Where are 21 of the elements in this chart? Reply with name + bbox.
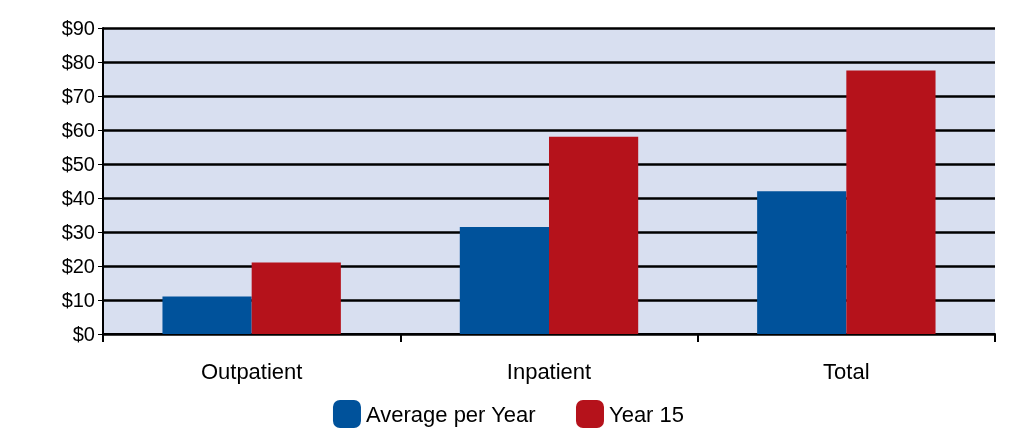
y-tick-label: $0 <box>72 323 95 345</box>
y-tick-label: $70 <box>61 85 95 107</box>
y-tick-label: $50 <box>61 153 95 175</box>
x-tick-label: Inpatient <box>506 358 592 384</box>
legend-label: Average per Year <box>365 401 536 427</box>
legend-label: Year 15 <box>608 401 685 427</box>
y-tick-label: $20 <box>61 255 95 277</box>
y-tick-label: $40 <box>61 187 95 209</box>
y-tick-label: $30 <box>61 221 95 243</box>
bar <box>459 226 549 334</box>
y-tick-label: $60 <box>61 119 95 141</box>
bar <box>162 296 252 334</box>
x-tick-label: Outpatient <box>200 358 303 384</box>
x-tick-label: Total <box>823 358 870 384</box>
bar <box>549 136 639 334</box>
bar <box>846 70 936 334</box>
y-tick-label: $80 <box>61 51 95 73</box>
y-tick-label: $90 <box>61 17 95 39</box>
bar <box>757 191 847 334</box>
y-tick-label: $10 <box>61 289 95 311</box>
bar <box>251 262 341 334</box>
